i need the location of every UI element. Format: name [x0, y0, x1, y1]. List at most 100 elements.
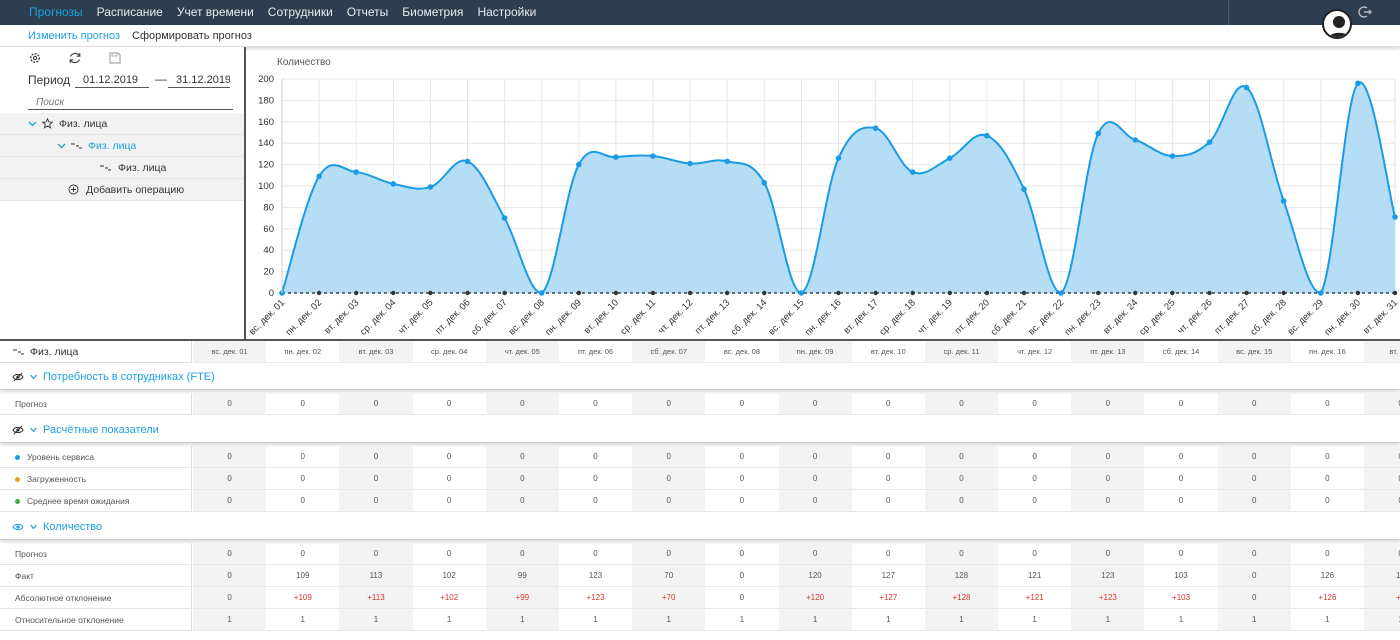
- table-cell: 1: [778, 609, 852, 631]
- table-cell: 0: [705, 587, 779, 609]
- data-point: [353, 169, 359, 175]
- column-header: чт. дек. 05: [485, 341, 559, 363]
- nav-item-time-tracking[interactable]: Учет времени: [176, 5, 254, 19]
- eye-icon[interactable]: [12, 521, 24, 533]
- create-forecast-link[interactable]: Сформировать прогноз: [132, 30, 252, 42]
- row-label: Загруженность: [0, 468, 192, 490]
- table-cell: 1: [1364, 609, 1400, 631]
- table-cell: 0: [1071, 446, 1145, 468]
- table-cell: 0: [558, 543, 633, 565]
- tree-item-leaf[interactable]: Физ. лица: [0, 157, 244, 179]
- x-tick-label: вс. дек. 22: [1026, 297, 1066, 337]
- table-cell: 1: [632, 609, 706, 631]
- table-cell: 0: [1144, 393, 1218, 415]
- row-label: Абсолютное отклонение: [0, 587, 192, 609]
- chevron-down-icon[interactable]: [27, 118, 38, 129]
- nav-item-biometrics[interactable]: Биометрия: [402, 5, 464, 19]
- forecast-point: [391, 290, 396, 296]
- chevron-down-icon[interactable]: [29, 372, 38, 381]
- row-cells: 0 +109 +113 +102 +99 +123 +70 0 +120 +127 +128 +121…: [193, 587, 1400, 609]
- nav-item-settings[interactable]: Настройки: [477, 5, 537, 19]
- chevron-down-icon[interactable]: [29, 425, 38, 434]
- table-cell: 121: [998, 565, 1072, 587]
- table-cell: 0: [1217, 446, 1291, 468]
- table-cell: 0: [778, 543, 852, 565]
- section-title: Потребность в сотрудниках (FTE): [43, 371, 215, 383]
- forecast-point: [1096, 290, 1101, 296]
- data-point: [947, 155, 953, 161]
- table-cell: 0: [485, 393, 559, 415]
- x-tick-label: пт. дек. 20: [953, 297, 992, 336]
- forecast-point: [576, 290, 581, 296]
- eye-off-icon[interactable]: [12, 424, 24, 436]
- table-cell: 0: [412, 543, 486, 565]
- forecast-point: [910, 290, 915, 296]
- section-header[interactable]: Количество: [0, 515, 1400, 540]
- sub-nav: Изменить прогноз Сформировать прогноз: [0, 25, 1400, 47]
- forecast-point: [836, 290, 841, 296]
- data-point: [1058, 290, 1064, 296]
- forecast-point: [428, 290, 433, 296]
- eye-off-icon[interactable]: [12, 371, 24, 383]
- column-header: вс. дек. 01: [193, 341, 267, 363]
- row-label-text: Загруженность: [27, 474, 87, 484]
- tree-item-child[interactable]: Физ. лица: [0, 135, 244, 157]
- section-header[interactable]: Время обработки (AHT): [0, 634, 1400, 640]
- table-cell: 0: [705, 490, 779, 512]
- tree-item-child-label: Физ. лица: [88, 140, 137, 152]
- table-cell: 0: [412, 468, 486, 490]
- tree-item-root[interactable]: Физ. лица: [0, 113, 244, 135]
- table-cell: 0: [924, 446, 999, 468]
- left-panel: Период — Физ. лица Физ. лица Физ. лица Д…: [0, 47, 246, 339]
- table-cell: 0: [266, 446, 340, 468]
- nav-item-schedule[interactable]: Расписание: [96, 5, 163, 19]
- data-point: [1318, 290, 1324, 296]
- x-tick-label: вс. дек. 01: [248, 297, 287, 337]
- data-point: [576, 161, 582, 168]
- nav-item-forecasts[interactable]: Прогнозы: [29, 5, 83, 19]
- column-header: пт. дек. 06: [558, 341, 633, 363]
- y-tick-label: 40: [263, 245, 274, 256]
- table-cell: 1: [998, 609, 1072, 631]
- x-tick-label: ср. дек. 18: [877, 297, 917, 337]
- nav-item-employees[interactable]: Сотрудники: [267, 5, 333, 19]
- y-tick-label: 140: [258, 138, 274, 149]
- table-cell: 0: [632, 543, 706, 565]
- logout-icon[interactable]: [1358, 5, 1372, 19]
- table-cell: 0: [998, 446, 1072, 468]
- section-header[interactable]: Потребность в сотрудниках (FTE): [0, 365, 1400, 390]
- table-header-label: Физ. лица: [0, 341, 192, 363]
- column-header: вс. дек. 15: [1217, 341, 1291, 363]
- section-title: Расчётные показатели: [43, 424, 159, 436]
- data-point: [1169, 153, 1176, 159]
- tree-item-root-label: Физ. лица: [59, 118, 108, 130]
- table-cell: 0: [1217, 565, 1291, 587]
- date-from-input[interactable]: [75, 72, 149, 88]
- edit-forecast-link[interactable]: Изменить прогноз: [28, 30, 120, 42]
- avatar[interactable]: [1322, 9, 1352, 39]
- data-point: [909, 169, 916, 175]
- table-cell: 0: [705, 393, 779, 415]
- row-cells: 00000000000000000: [193, 446, 1400, 468]
- settings-gear-icon[interactable]: [28, 51, 42, 65]
- refresh-icon[interactable]: [68, 51, 82, 65]
- table-row: Среднее время ожидания00000000000000000: [0, 490, 1400, 512]
- chevron-down-icon[interactable]: [29, 522, 38, 531]
- forecast-point: [762, 290, 767, 296]
- table-cell: 0: [1071, 393, 1145, 415]
- section-header[interactable]: Расчётные показатели: [0, 418, 1400, 443]
- chevron-down-icon[interactable]: [56, 140, 67, 151]
- save-icon[interactable]: [108, 51, 122, 65]
- table-cell: 0: [193, 587, 267, 609]
- add-operation-button[interactable]: Добавить операцию: [0, 179, 244, 201]
- table-cell: 0: [266, 393, 340, 415]
- table-cell: 0: [339, 446, 413, 468]
- data-point: [724, 158, 730, 165]
- data-point: [835, 155, 842, 161]
- nav-item-reports[interactable]: Отчеты: [346, 5, 389, 19]
- date-to-input[interactable]: [168, 72, 230, 88]
- data-point: [687, 160, 693, 167]
- table-cell: 0: [998, 393, 1072, 415]
- table-cell: +123: [1071, 587, 1145, 609]
- search-input[interactable]: [28, 95, 233, 110]
